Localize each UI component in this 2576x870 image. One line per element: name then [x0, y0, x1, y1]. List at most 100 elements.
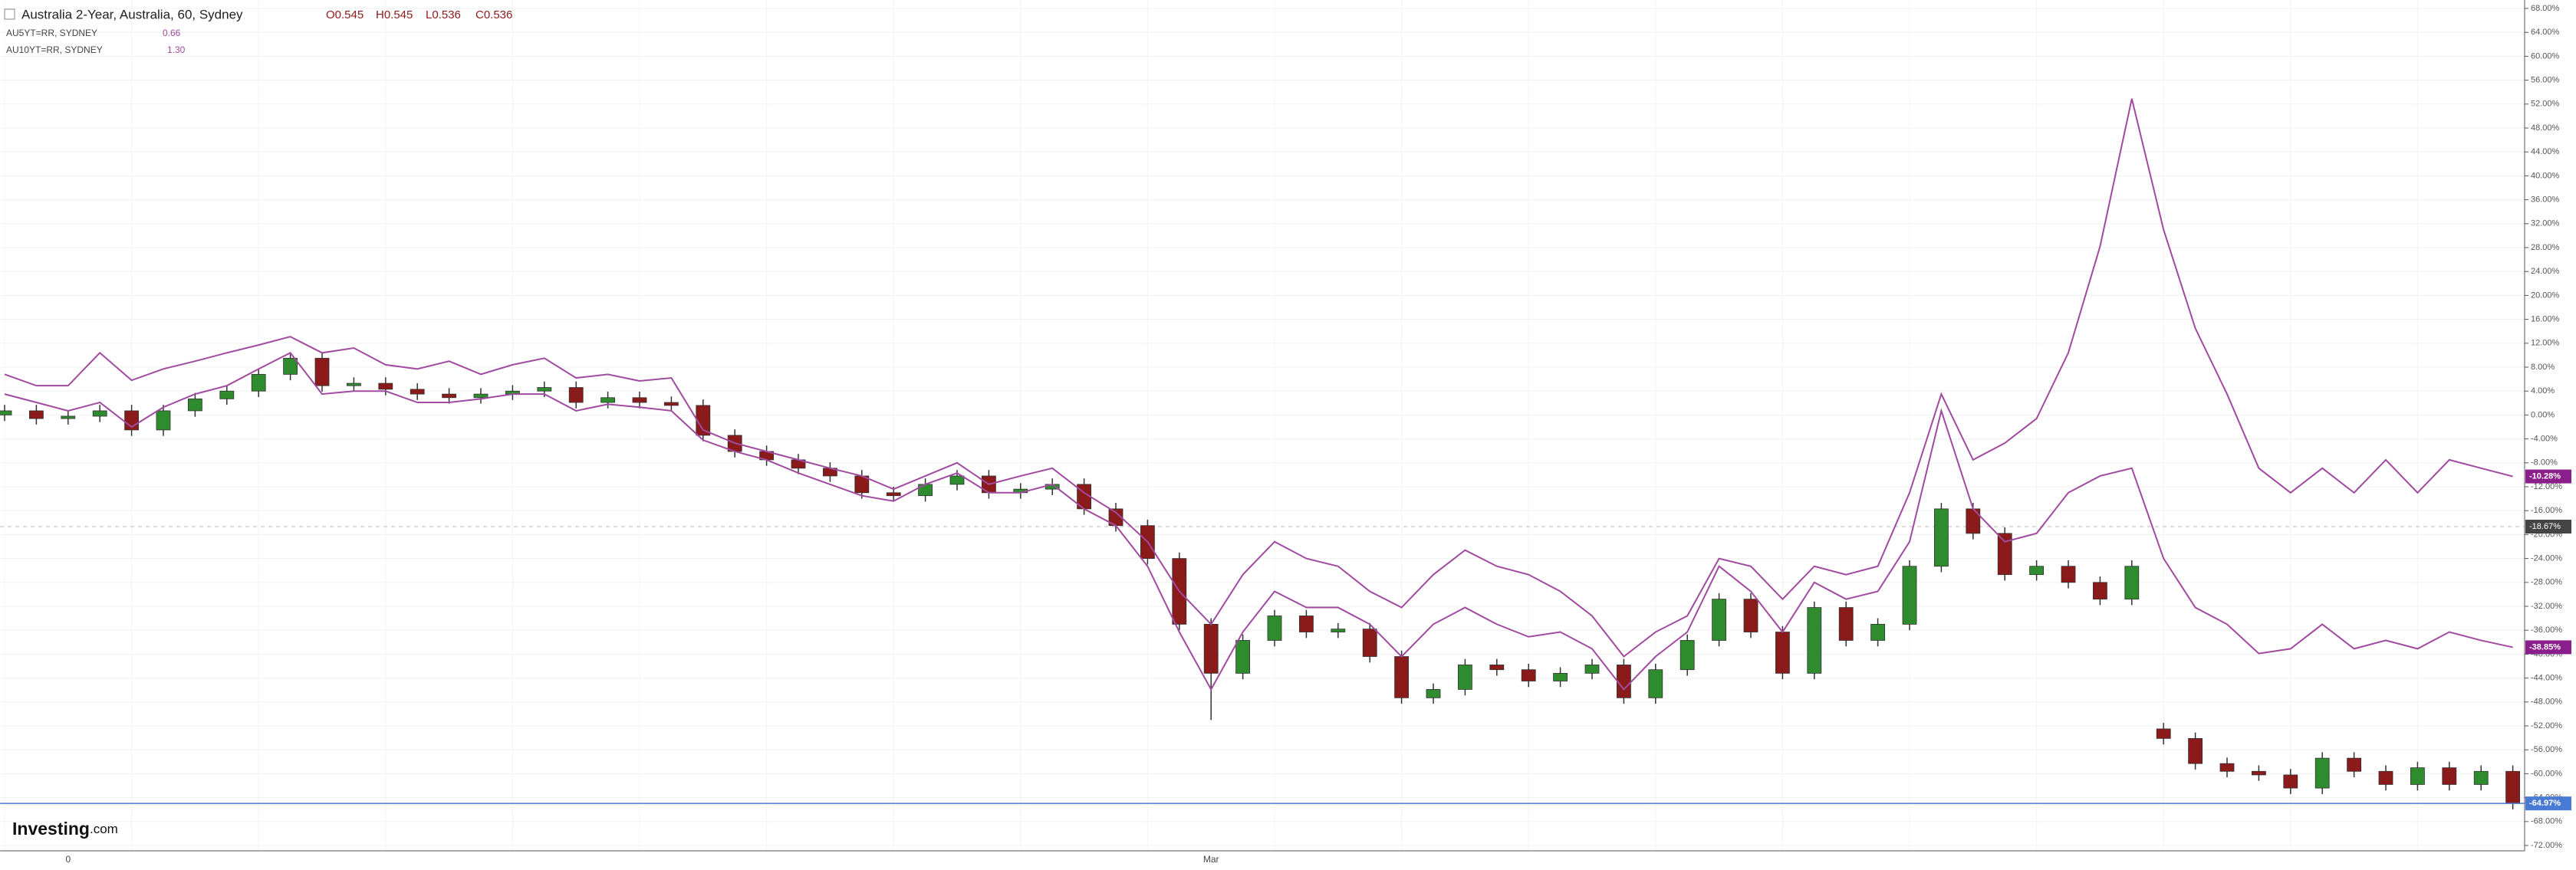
legend-value: 1.30	[167, 44, 186, 55]
candle-body	[1870, 624, 1886, 641]
y-tick-label: 36.00%	[2531, 195, 2560, 205]
candle-body	[949, 475, 965, 485]
last-value-box	[2525, 469, 2571, 484]
ohlc-high: H0.545	[376, 8, 413, 21]
candle-body	[1426, 689, 1441, 698]
candle-body	[1458, 665, 1472, 690]
candle-body	[1331, 629, 1346, 632]
candle-body	[156, 410, 171, 431]
candle-body	[61, 415, 76, 419]
x-tick-label: Mar	[1203, 854, 1219, 865]
candle-body	[1807, 607, 1822, 674]
chart-title: Australia 2-Year, Australia, 60, Sydney	[21, 7, 243, 21]
y-tick-label: -32.00%	[2531, 602, 2562, 611]
logo-suffix: .com	[90, 822, 118, 836]
candle-body	[1489, 665, 1505, 671]
candle-body	[632, 397, 647, 403]
y-tick-label: -4.00%	[2531, 435, 2558, 444]
crosshair-price-box	[2525, 520, 2571, 534]
candle-body	[1743, 599, 1758, 632]
candle-body	[2188, 737, 2203, 764]
last-price-label: -64.97%	[2529, 799, 2561, 808]
candle-body	[2061, 566, 2076, 583]
legend-value: 0.66	[163, 28, 181, 38]
candle-body	[2378, 770, 2393, 785]
candle-body	[92, 410, 107, 417]
candle-body	[1267, 616, 1282, 641]
last-price-box	[2525, 796, 2571, 811]
candle-body	[1648, 669, 1663, 698]
candle-body	[1299, 616, 1314, 632]
y-tick-label: -56.00%	[2531, 745, 2562, 754]
last-value-label: -38.85%	[2529, 642, 2561, 652]
candle-body	[473, 393, 489, 399]
candle-body	[2410, 767, 2425, 785]
candle-body	[0, 410, 12, 415]
candle-body	[1362, 629, 1377, 657]
y-tick-label: -48.00%	[2531, 698, 2562, 707]
y-tick-label: 20.00%	[2531, 291, 2560, 300]
y-tick-label: -68.00%	[2531, 817, 2562, 826]
y-tick-label: 52.00%	[2531, 100, 2560, 109]
y-tick-label: 0.00%	[2531, 410, 2555, 419]
y-tick-label: 56.00%	[2531, 76, 2560, 85]
y-tick-label: -36.00%	[2531, 625, 2562, 635]
legend-name: AU5YT=RR, SYDNEY	[6, 28, 97, 38]
candle-body	[1203, 624, 1219, 674]
y-tick-label: -24.00%	[2531, 554, 2562, 563]
last-value-box	[2525, 640, 2571, 655]
candle-body	[442, 393, 456, 399]
candle-body	[886, 492, 901, 497]
line-series	[4, 98, 2513, 658]
candle-body	[346, 382, 361, 386]
candle-body	[2283, 774, 2298, 789]
legend-name: AU10YT=RR, SYDNEY	[6, 44, 103, 55]
candle-body	[314, 357, 330, 386]
y-tick-label: 16.00%	[2531, 315, 2560, 324]
candle-body	[568, 387, 584, 403]
candle-body	[2314, 757, 2330, 789]
candle-body	[410, 389, 425, 395]
candle-body	[1584, 665, 1600, 674]
y-tick-label: -72.00%	[2531, 841, 2562, 850]
y-tick-label: 48.00%	[2531, 123, 2560, 133]
y-tick-label: -44.00%	[2531, 674, 2562, 683]
candle-body	[1553, 672, 1568, 681]
y-tick-label: 4.00%	[2531, 386, 2555, 396]
line-series	[4, 352, 2513, 691]
candle-body	[600, 397, 615, 403]
candle-body	[2124, 566, 2140, 600]
y-tick-label: 24.00%	[2531, 267, 2560, 276]
candle-body	[251, 373, 266, 392]
y-tick-label: 40.00%	[2531, 171, 2560, 180]
y-tick-label: -52.00%	[2531, 721, 2562, 730]
ohlc-low: L0.536	[426, 8, 461, 21]
candle-body	[2473, 770, 2489, 785]
candle-body	[1775, 632, 1790, 674]
candle-body	[1933, 508, 1949, 567]
candle-body	[1997, 533, 2012, 576]
candle-body	[1838, 607, 1854, 641]
candle-body	[1235, 640, 1250, 674]
y-tick-label: 64.00%	[2531, 28, 2560, 37]
plot	[0, 98, 2525, 809]
crosshair-price-label: -18.67%	[2529, 522, 2561, 531]
candle-body	[1902, 566, 1917, 625]
price-axis: -72.00%-68.00%-64.00%-60.00%-56.00%-52.0…	[2525, 4, 2571, 850]
candle-body	[1712, 599, 1727, 641]
candle-body	[2092, 582, 2107, 600]
y-tick-label: -12.00%	[2531, 482, 2562, 491]
candle-body	[2029, 566, 2045, 576]
candle-body	[2219, 763, 2235, 772]
candle-body	[1679, 640, 1695, 671]
collapse-icon[interactable]	[4, 8, 15, 20]
candle-body	[1394, 656, 1409, 698]
candle-body	[2251, 770, 2266, 776]
y-tick-label: -60.00%	[2531, 769, 2562, 778]
y-tick-label: 32.00%	[2531, 219, 2560, 228]
candle-body	[2156, 728, 2171, 739]
y-tick-label: 8.00%	[2531, 363, 2555, 372]
y-tick-label: 68.00%	[2531, 4, 2560, 13]
candle-body	[1616, 665, 1631, 698]
